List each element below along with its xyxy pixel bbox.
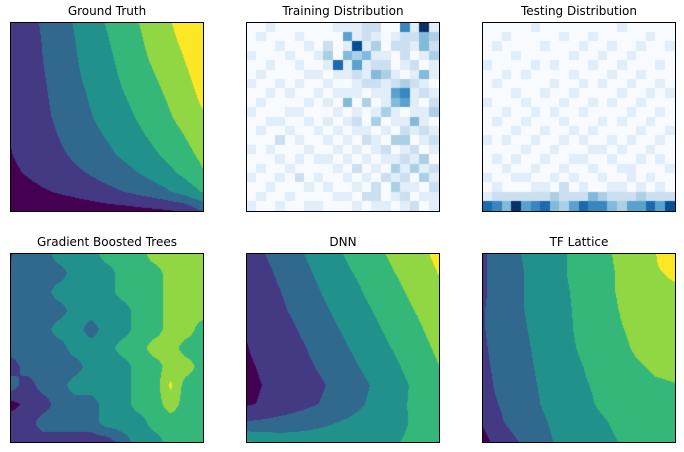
subplot-title: Ground Truth [67,4,147,18]
ground-truth-canvas [10,22,204,212]
subplot-ground-truth: Ground Truth [10,1,204,212]
subplot-training-distribution: Training Distribution [246,1,440,212]
training-distribution-canvas [246,22,440,212]
gradient-boosted-trees-canvas [10,253,204,443]
subplot-testing-distribution: Testing Distribution [482,1,676,212]
subplot-title: DNN [329,235,357,249]
subplot-tf-lattice: TF Lattice [482,232,676,443]
subplot-title: Training Distribution [282,4,404,18]
subplot-dnn: DNN [246,232,440,443]
testing-distribution-canvas [482,22,676,212]
tf-lattice-canvas [482,253,676,443]
subplot-title: Gradient Boosted Trees [37,235,177,249]
subplot-title: TF Lattice [549,235,609,249]
subplot-gradient-boosted-trees: Gradient Boosted Trees [10,232,204,443]
dnn-canvas [246,253,440,443]
subplot-title: Testing Distribution [520,4,637,18]
